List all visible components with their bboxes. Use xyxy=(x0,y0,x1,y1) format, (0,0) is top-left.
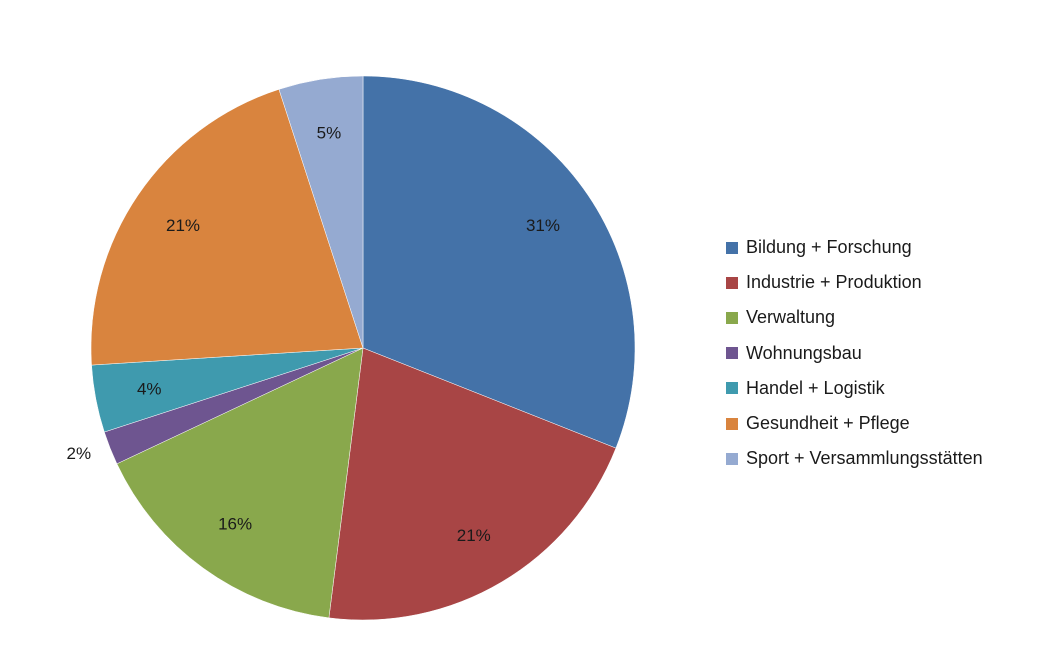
legend-swatch xyxy=(726,452,738,465)
legend-item: Bildung + Forschung xyxy=(726,230,983,265)
slice-data-label: 16% xyxy=(218,515,252,534)
legend-swatch xyxy=(726,276,738,289)
legend-swatch xyxy=(726,382,738,395)
slice-data-label: 2% xyxy=(67,444,92,463)
legend-item: Gesundheit + Pflege xyxy=(726,406,983,441)
legend-item: Handel + Logistik xyxy=(726,371,983,406)
pie-slices xyxy=(90,75,636,621)
pie-slice-2 xyxy=(116,347,364,619)
slice-data-label: 31% xyxy=(526,216,560,235)
legend-swatch xyxy=(726,241,738,254)
legend-label: Bildung + Forschung xyxy=(746,237,912,258)
legend-swatch xyxy=(726,347,738,360)
legend-item: Verwaltung xyxy=(726,300,983,335)
legend-item: Sport + Versammlungsstätten xyxy=(726,441,983,476)
slice-data-label: 21% xyxy=(457,526,491,545)
legend-item: Industrie + Produktion xyxy=(726,265,983,300)
legend-label: Wohnungsbau xyxy=(746,342,862,363)
legend-item: Wohnungsbau xyxy=(726,336,983,371)
pie-slice-1 xyxy=(328,347,617,621)
slice-data-label: 4% xyxy=(137,379,162,398)
legend-label: Industrie + Produktion xyxy=(746,272,922,293)
legend: Bildung + Forschung Industrie + Produktio… xyxy=(726,230,983,476)
slice-data-label: 21% xyxy=(166,216,200,235)
pie-slice-0 xyxy=(362,75,636,449)
legend-label: Gesundheit + Pflege xyxy=(746,413,910,434)
pie-data-labels: 31% 21% 16% 2% 4% 21% 5% xyxy=(67,124,560,545)
legend-label: Handel + Logistik xyxy=(746,377,885,398)
legend-label: Verwaltung xyxy=(746,307,836,328)
pie-slice-6 xyxy=(278,75,364,349)
slice-data-label: 5% xyxy=(317,124,342,143)
pie-slice-5 xyxy=(90,88,364,366)
legend-swatch xyxy=(726,417,738,430)
legend-swatch xyxy=(726,311,738,324)
legend-label: Sport + Versammlungsstätten xyxy=(746,448,983,469)
